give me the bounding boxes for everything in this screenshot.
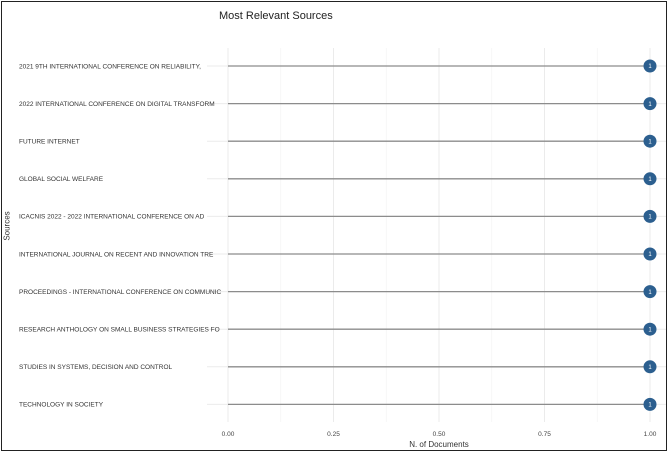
category-label: ICACNIS 2022 - 2022 INTERNATIONAL CONFER… [19, 214, 205, 221]
point-value-label: 1 [648, 365, 652, 371]
category-label: FUTURE INTERNET [19, 139, 80, 146]
chart-title: Most Relevant Sources [219, 10, 333, 22]
lollipop-point[interactable] [643, 285, 657, 299]
point-value-label: 1 [648, 327, 652, 333]
x-tick-label: 0.25 [327, 431, 340, 438]
point-value-label: 1 [648, 403, 652, 409]
x-tick-label: 0.00 [222, 431, 235, 438]
lollipop-point[interactable] [643, 172, 657, 186]
x-axis-title: N. of Documents [409, 440, 469, 449]
category-label: 2022 INTERNATIONAL CONFERENCE ON DIGITAL… [19, 101, 215, 108]
x-tick-label: 0.75 [538, 431, 551, 438]
lollipop-point[interactable] [643, 360, 657, 374]
point-value-label: 1 [648, 252, 652, 258]
point-value-label: 1 [648, 64, 652, 70]
point-value-label: 1 [648, 215, 652, 221]
category-label: PROCEEDINGS - INTERNATIONAL CONFERENCE O… [19, 289, 222, 296]
lollipop-point[interactable] [643, 209, 657, 223]
lollipop-point[interactable] [643, 322, 657, 336]
lollipop-point[interactable] [643, 134, 657, 148]
point-value-label: 1 [648, 290, 652, 296]
category-label: GLOBAL SOCIAL WELFARE [19, 176, 104, 183]
lollipop-point[interactable] [643, 59, 657, 73]
category-label: 2021 9TH INTERNATIONAL CONFERENCE ON REL… [19, 63, 201, 70]
category-label: RESEARCH ANTHOLOGY ON SMALL BUSINESS STR… [19, 327, 220, 334]
category-label: STUDIES IN SYSTEMS, DECISION AND CONTROL [19, 364, 173, 371]
point-value-label: 1 [648, 139, 652, 145]
x-tick-label: 0.50 [433, 431, 446, 438]
category-label: TECHNOLOGY IN SOCIETY [19, 402, 104, 409]
point-value-label: 1 [648, 102, 652, 108]
lollipop-point[interactable] [643, 397, 657, 411]
x-tick-label: 1.00 [644, 431, 657, 438]
category-label: INTERNATIONAL JOURNAL ON RECENT AND INNO… [19, 251, 214, 258]
lollipop-point[interactable] [643, 97, 657, 111]
lollipop-point[interactable] [643, 247, 657, 261]
point-value-label: 1 [648, 177, 652, 183]
